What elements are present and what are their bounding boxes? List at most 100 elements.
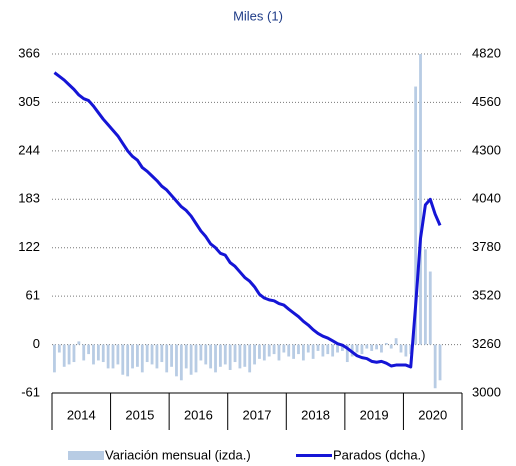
bar bbox=[111, 344, 115, 369]
bar bbox=[311, 344, 315, 359]
bar bbox=[345, 344, 349, 363]
bar bbox=[399, 344, 403, 353]
y2-tick-label: 4300 bbox=[472, 142, 501, 157]
x-tick-label: 2015 bbox=[125, 407, 154, 422]
y2-tick-label: 3000 bbox=[472, 384, 501, 399]
bar bbox=[92, 344, 95, 365]
bar bbox=[209, 344, 213, 369]
y-tick-label: 305 bbox=[18, 94, 40, 109]
bar bbox=[77, 341, 81, 345]
bar bbox=[204, 344, 208, 365]
y2-tick-label: 4820 bbox=[472, 45, 501, 60]
bar bbox=[155, 344, 159, 369]
x-tick-label: 2020 bbox=[418, 407, 447, 422]
bar bbox=[282, 344, 286, 353]
legend-swatch bbox=[68, 451, 104, 460]
bar bbox=[165, 344, 169, 373]
bar bbox=[87, 344, 91, 355]
y2-tick-label: 3520 bbox=[472, 288, 501, 303]
bar bbox=[228, 344, 232, 370]
bar bbox=[394, 338, 398, 345]
x-tick-label: 2018 bbox=[301, 407, 330, 422]
bar bbox=[438, 344, 442, 381]
bar bbox=[389, 344, 393, 349]
bar bbox=[292, 344, 296, 359]
y-tick-label: 366 bbox=[18, 45, 40, 60]
x-tick-label: 2016 bbox=[184, 407, 213, 422]
bar bbox=[301, 344, 305, 361]
bar bbox=[136, 344, 139, 367]
bar bbox=[370, 344, 374, 351]
bar bbox=[248, 344, 252, 373]
bar bbox=[223, 344, 227, 365]
bar bbox=[321, 344, 325, 357]
bar bbox=[218, 344, 222, 367]
bar bbox=[355, 344, 359, 353]
bar bbox=[243, 344, 247, 367]
bar bbox=[365, 344, 369, 349]
bar bbox=[414, 86, 418, 345]
bar bbox=[145, 344, 149, 363]
bar bbox=[131, 344, 134, 369]
bar bbox=[384, 342, 388, 345]
bar bbox=[341, 344, 344, 351]
bar bbox=[336, 344, 339, 353]
bar bbox=[331, 344, 335, 357]
bar bbox=[126, 344, 130, 377]
bar bbox=[67, 344, 71, 365]
legend-label: Parados (dcha.) bbox=[333, 447, 426, 462]
bar bbox=[253, 344, 256, 365]
bar bbox=[326, 344, 330, 355]
bar bbox=[116, 344, 120, 365]
bar bbox=[101, 344, 105, 363]
bar bbox=[262, 344, 266, 361]
bar bbox=[306, 344, 310, 353]
y-tick-label: 244 bbox=[18, 142, 40, 157]
y2-tick-label: 4040 bbox=[472, 191, 501, 206]
bar bbox=[267, 344, 271, 357]
bar bbox=[404, 344, 408, 357]
y-tick-label: 61 bbox=[26, 288, 40, 303]
bar bbox=[194, 344, 198, 373]
y-tick-label: 122 bbox=[18, 239, 40, 254]
bar bbox=[199, 344, 203, 361]
bar bbox=[433, 344, 437, 389]
x-tick-label: 2019 bbox=[360, 407, 389, 422]
bar bbox=[214, 344, 217, 373]
bar bbox=[175, 344, 178, 377]
bar bbox=[53, 344, 56, 373]
y2-tick-label: 3780 bbox=[472, 239, 501, 254]
bar bbox=[375, 344, 378, 350]
bar bbox=[272, 344, 276, 355]
bar bbox=[258, 344, 261, 359]
bar bbox=[121, 344, 125, 375]
y-tick-label: 0 bbox=[33, 336, 40, 351]
bar bbox=[140, 344, 144, 373]
bar bbox=[57, 344, 61, 353]
bar bbox=[380, 344, 383, 353]
y-tick-label: 183 bbox=[18, 191, 40, 206]
y2-tick-label: 3260 bbox=[472, 336, 501, 351]
bar bbox=[184, 344, 188, 369]
bar bbox=[423, 249, 427, 345]
bar bbox=[297, 344, 300, 355]
x-tick-label: 2014 bbox=[67, 407, 96, 422]
bar bbox=[316, 344, 320, 351]
bar bbox=[428, 271, 432, 345]
bar bbox=[106, 344, 110, 369]
bar bbox=[82, 344, 86, 361]
bar bbox=[419, 54, 422, 345]
bar bbox=[62, 344, 66, 367]
y2-tick-label: 4560 bbox=[472, 94, 501, 109]
bar bbox=[160, 344, 164, 363]
bar bbox=[189, 344, 193, 375]
bar bbox=[233, 344, 237, 363]
bar bbox=[150, 344, 154, 365]
bar bbox=[360, 344, 364, 355]
chart-title: Miles (1) bbox=[233, 8, 283, 23]
bar bbox=[170, 344, 173, 367]
bar bbox=[287, 344, 291, 357]
y-tick-label: -61 bbox=[21, 384, 40, 399]
bar bbox=[72, 344, 76, 363]
